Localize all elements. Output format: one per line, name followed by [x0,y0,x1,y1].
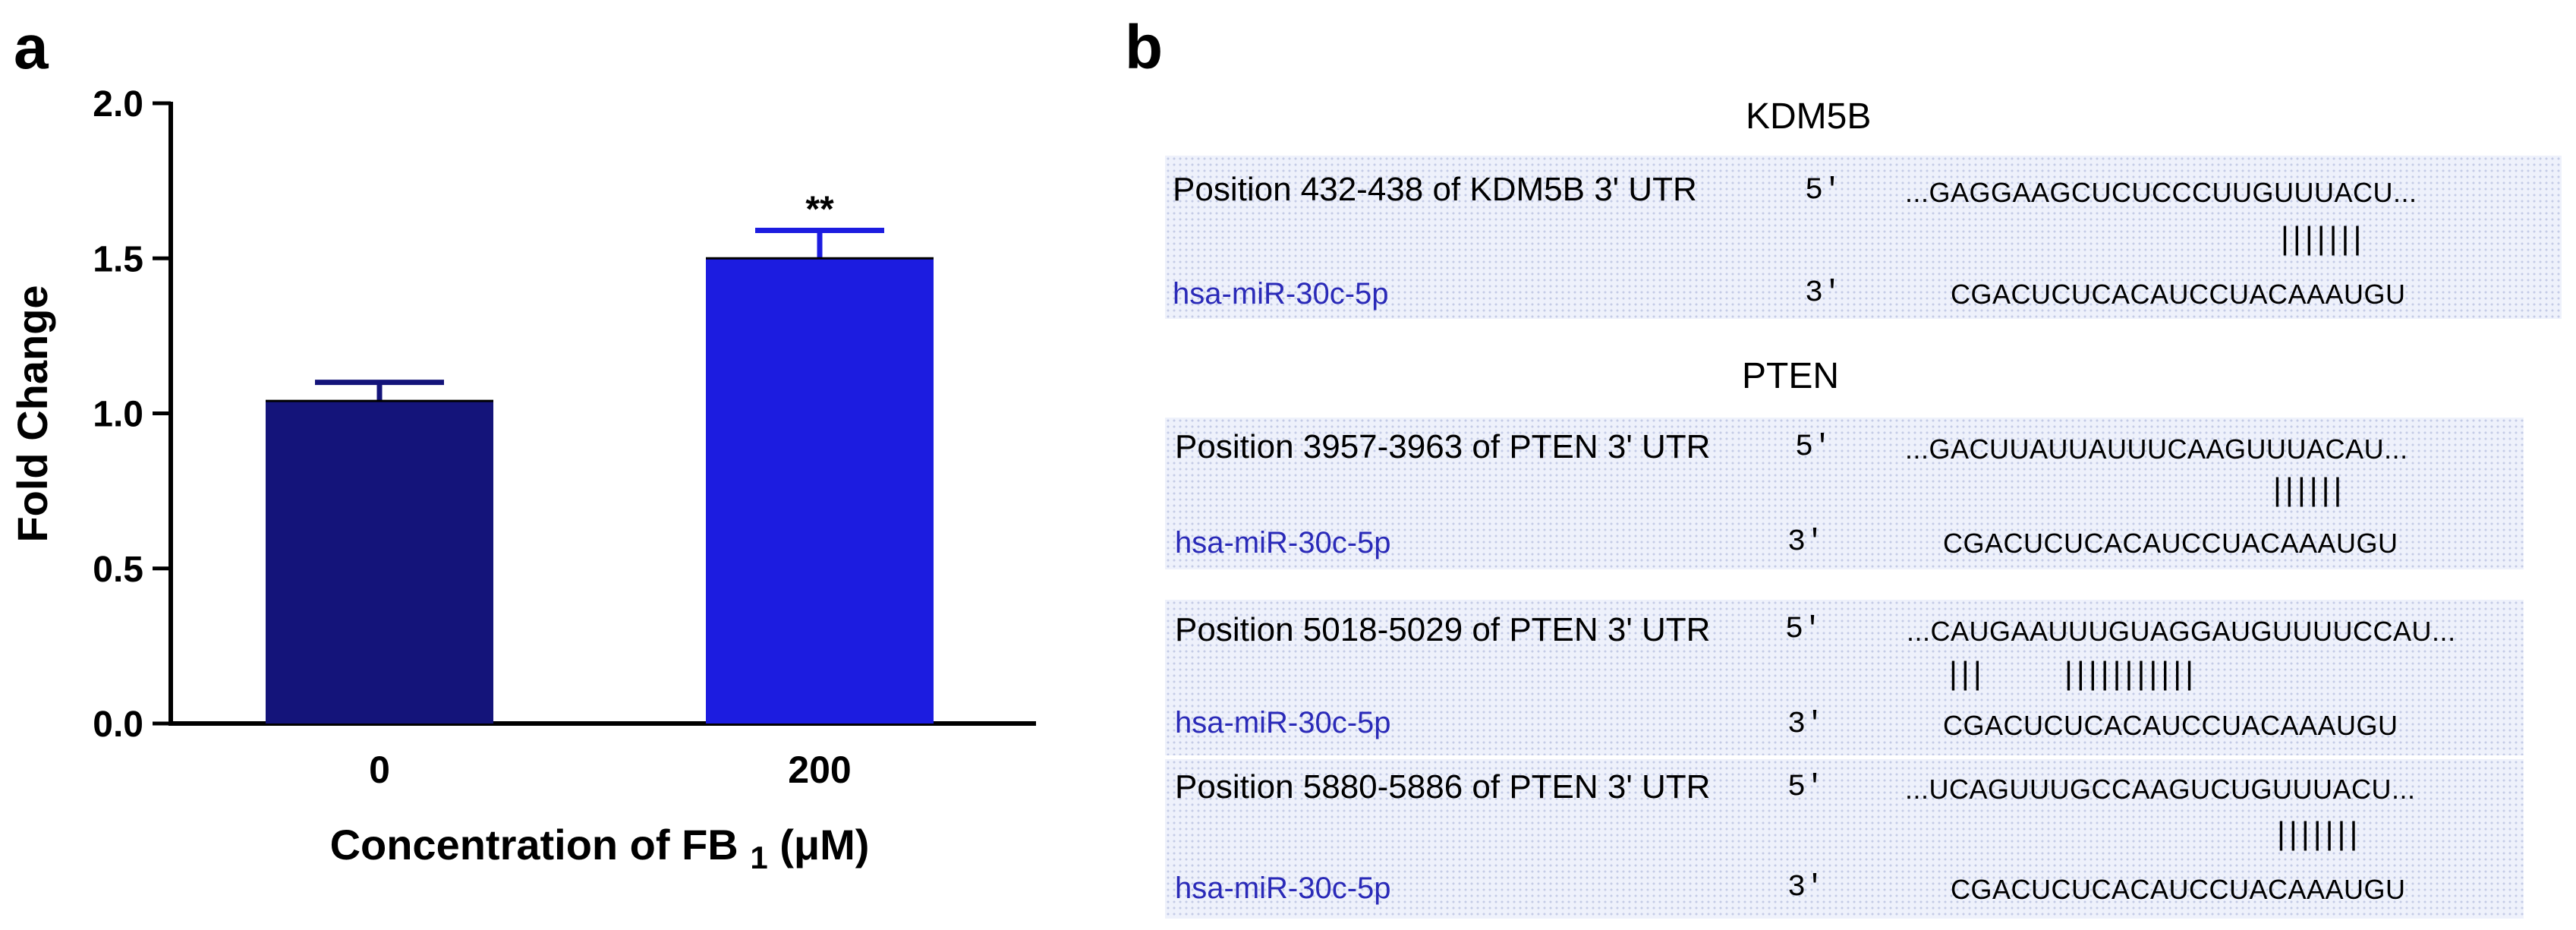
three-prime-label: 3' [1787,525,1825,560]
target-sequence: ...CAUGAAUUUGUAGGAUGUUUUCCAU... [1907,616,2456,647]
gene-heading-pten: PTEN [1742,356,1840,396]
base-pair-lines-left: ||| [1949,655,1986,691]
target-sequence: ...GAGGAAGCUCUCCCUUGUUUACU... [1905,177,2417,208]
five-prime-label: 5' [1785,613,1822,647]
base-pair-lines: ||||||| [2281,220,2366,256]
mirna-name: hsa-miR-30c-5p [1173,277,1389,311]
alignment-box-pten-1 [1165,418,2524,569]
alignment-box-kdm5b [1165,156,2562,319]
three-prime-label: 3' [1805,276,1842,311]
alignment-position-label: Position 3957-3963 of PTEN 3' UTR [1175,428,1711,465]
y-tick-label: 0.5 [93,550,143,590]
five-prime-label: 5' [1805,174,1842,208]
alignment-box-pten-2 [1165,600,2524,755]
three-prime-label: 3' [1787,871,1825,905]
bar [706,258,934,724]
y-tick-label: 0.0 [93,705,143,745]
y-axis-label: Fold Change [8,285,56,542]
base-pair-lines: ||||||| [2277,815,2362,851]
mirna-sequence: CGACUCUCACAUCCUACAAAUGU [1943,528,2398,559]
bar [266,401,493,724]
bar-chart: 0.0 0.5 1.0 1.5 2.0 0 200 ** Fold Change Concentr… [8,84,1036,875]
panel-b-label: b [1125,13,1164,82]
significance-marker: ** [805,189,834,229]
target-sequence: ...UCAGUUUGCCAAGUCUGUUUACU... [1905,774,2416,805]
base-pair-lines: ||||||||||| [2064,655,2198,691]
five-prime-label: 5' [1795,430,1832,465]
x-tick-label: 0 [369,749,390,791]
alignment-position-label: Position 5880-5886 of PTEN 3' UTR [1175,768,1711,805]
gene-heading-kdm5b: KDM5B [1746,96,1872,137]
y-tick-label: 1.0 [93,395,143,435]
mirna-name: hsa-miR-30c-5p [1175,872,1391,905]
five-prime-label: 5' [1787,771,1825,805]
y-tick-label: 1.5 [93,239,143,279]
target-sequence: ...GACUUAUUAUUUCAAGUUUACAU... [1905,433,2408,465]
base-pair-lines: |||||| [2273,471,2346,507]
alignment-position-label: Position 5018-5029 of PTEN 3' UTR [1175,611,1711,648]
y-tick-label: 2.0 [93,84,143,125]
alignment-box-pten-3 [1165,759,2524,919]
mirna-name: hsa-miR-30c-5p [1175,706,1391,739]
mirna-sequence: CGACUCUCACAUCCUACAAAUGU [1951,279,2406,310]
x-axis-label: Concentration of FB 1 (μM) [330,821,870,875]
x-tick-label: 200 [788,749,851,791]
mirna-sequence: CGACUCUCACAUCCUACAAAUGU [1951,874,2406,905]
mirna-name: hsa-miR-30c-5p [1175,526,1391,560]
three-prime-label: 3' [1787,708,1825,742]
panel-a-label: a [14,13,49,82]
alignment-position-label: Position 432-438 of KDM5B 3' UTR [1173,171,1697,208]
mirna-sequence: CGACUCUCACAUCCUACAAAUGU [1943,710,2398,741]
